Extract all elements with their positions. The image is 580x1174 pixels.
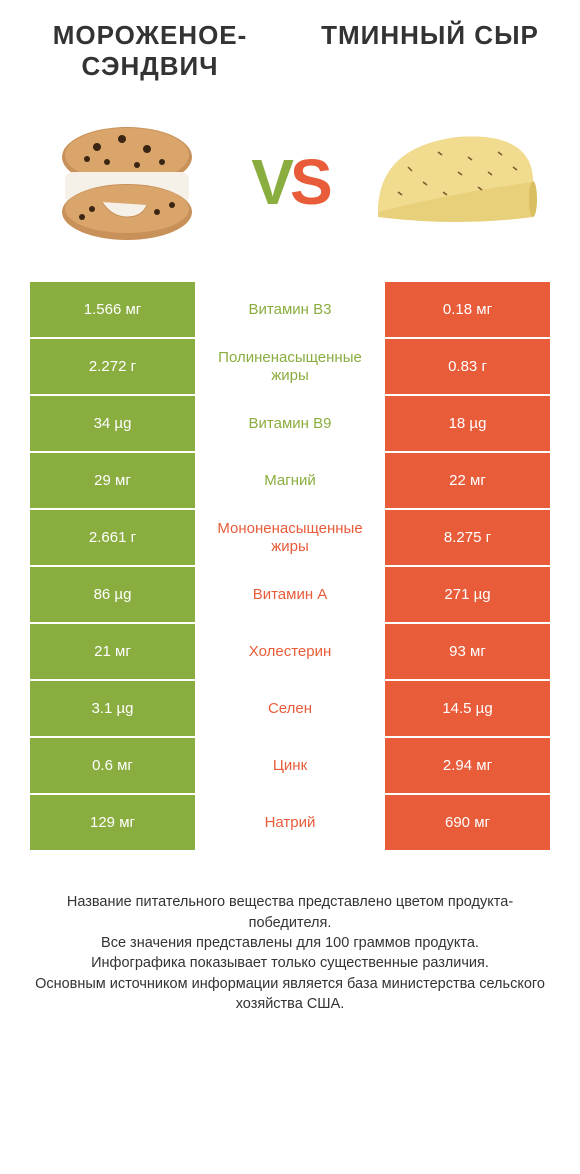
value-right: 14.5 µg xyxy=(385,681,550,736)
value-right: 22 мг xyxy=(385,453,550,508)
footer-line: Все значения представлены для 100 граммо… xyxy=(30,933,550,953)
value-left: 2.661 г xyxy=(30,510,195,565)
title-right: ТМИННЫЙ СЫР xyxy=(310,20,550,82)
product-image-left xyxy=(37,112,217,252)
vs-v: V xyxy=(251,146,290,218)
value-right: 0.83 г xyxy=(385,339,550,394)
table-row: 3.1 µgСелен14.5 µg xyxy=(30,681,550,736)
nutrient-label: Селен xyxy=(195,681,385,736)
table-row: 2.272 гПолиненасыщенные жиры0.83 г xyxy=(30,339,550,394)
vs-label: VS xyxy=(251,145,328,219)
value-left: 3.1 µg xyxy=(30,681,195,736)
nutrient-label: Цинк xyxy=(195,738,385,793)
value-right: 93 мг xyxy=(385,624,550,679)
nutrient-label: Натрий xyxy=(195,795,385,850)
product-image-right xyxy=(363,112,543,252)
table-row: 129 мгНатрий690 мг xyxy=(30,795,550,850)
footer-line: Название питательного вещества представл… xyxy=(30,892,550,933)
table-row: 1.566 мгВитамин B30.18 мг xyxy=(30,282,550,337)
value-left: 29 мг xyxy=(30,453,195,508)
table-row: 21 мгХолестерин93 мг xyxy=(30,624,550,679)
value-right: 690 мг xyxy=(385,795,550,850)
nutrient-label: Холестерин xyxy=(195,624,385,679)
cookie-sandwich-icon xyxy=(47,117,207,247)
cheese-icon xyxy=(368,117,538,247)
title-left: МОРОЖЕНОЕ-СЭНДВИЧ xyxy=(30,20,270,82)
nutrient-label: Магний xyxy=(195,453,385,508)
vs-s: S xyxy=(290,146,329,218)
comparison-table: 1.566 мгВитамин B30.18 мг2.272 гПолинена… xyxy=(0,282,580,850)
nutrient-label: Витамин B9 xyxy=(195,396,385,451)
table-row: 29 мгМагний22 мг xyxy=(30,453,550,508)
table-row: 34 µgВитамин B918 µg xyxy=(30,396,550,451)
value-right: 2.94 мг xyxy=(385,738,550,793)
table-row: 0.6 мгЦинк2.94 мг xyxy=(30,738,550,793)
value-right: 0.18 мг xyxy=(385,282,550,337)
value-right: 18 µg xyxy=(385,396,550,451)
table-row: 86 µgВитамин A271 µg xyxy=(30,567,550,622)
value-left: 34 µg xyxy=(30,396,195,451)
value-left: 21 мг xyxy=(30,624,195,679)
nutrient-label: Мононенасыщенные жиры xyxy=(195,510,385,565)
table-row: 2.661 гМононенасыщенные жиры8.275 г xyxy=(30,510,550,565)
value-right: 8.275 г xyxy=(385,510,550,565)
value-left: 0.6 мг xyxy=(30,738,195,793)
value-left: 129 мг xyxy=(30,795,195,850)
value-left: 86 µg xyxy=(30,567,195,622)
vs-row: VS xyxy=(0,92,580,282)
footer-notes: Название питательного вещества представл… xyxy=(0,852,580,1014)
value-left: 2.272 г xyxy=(30,339,195,394)
nutrient-label: Витамин A xyxy=(195,567,385,622)
footer-line: Инфографика показывает только существенн… xyxy=(30,953,550,973)
nutrient-label: Витамин B3 xyxy=(195,282,385,337)
header: МОРОЖЕНОЕ-СЭНДВИЧ ТМИННЫЙ СЫР xyxy=(0,0,580,92)
footer-line: Основным источником информации является … xyxy=(30,974,550,1015)
nutrient-label: Полиненасыщенные жиры xyxy=(195,339,385,394)
value-right: 271 µg xyxy=(385,567,550,622)
value-left: 1.566 мг xyxy=(30,282,195,337)
